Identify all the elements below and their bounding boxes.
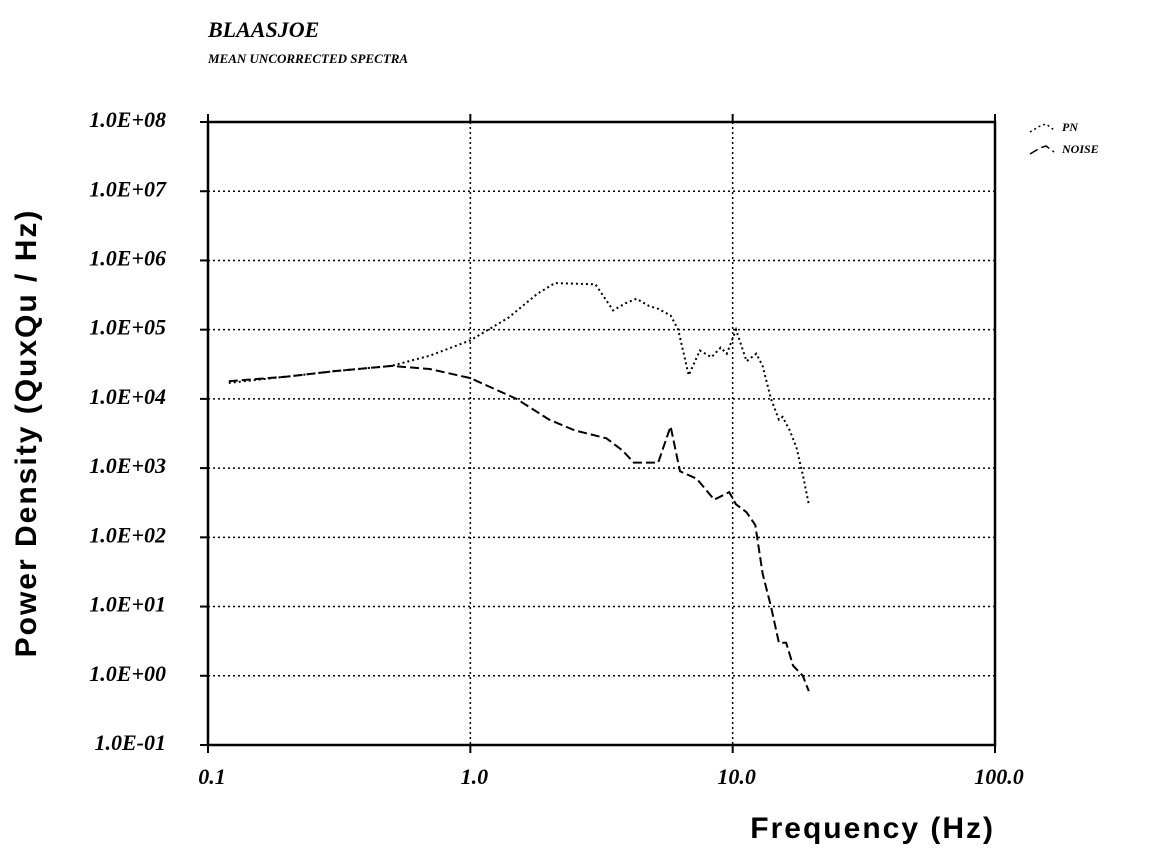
y-tick-label: 1.0E-01 (95, 730, 167, 755)
y-tick-label: 1.0E+02 (89, 522, 166, 547)
data-line (228, 282, 810, 505)
chart-subtitle: MEAN UNCORRECTED SPECTRA (207, 51, 408, 66)
plot-frame (206, 120, 997, 747)
y-tick-label: 1.0E+04 (89, 384, 166, 409)
y-tick-label: 1.0E+07 (89, 176, 167, 201)
y-tick-label: 1.0E+01 (89, 592, 166, 617)
y-tick-label: 1.0E+03 (89, 453, 166, 478)
legend-swatch (1029, 145, 1055, 155)
legend-swatch (1029, 123, 1055, 133)
x-tick-label: 0.1 (198, 764, 226, 789)
x-axis-label: Frequency (Hz) (750, 812, 995, 845)
y-tick-label: 1.0E+08 (89, 107, 166, 132)
y-tick-label: 1.0E+06 (89, 245, 166, 270)
x-tick-label: 10.0 (717, 764, 756, 789)
y-tick-label: 1.0E+00 (89, 661, 166, 686)
legend-label: NOISE (1061, 142, 1099, 156)
chart-title: BLAASJOE (207, 17, 319, 42)
data-line (228, 364, 810, 692)
x-tick-label: 100.0 (974, 764, 1024, 789)
x-tick-label: 1.0 (461, 764, 489, 789)
y-tick-label: 1.0E+05 (89, 315, 166, 340)
y-axis-label: Power Density (QuxQu / Hz) (10, 209, 43, 658)
legend-label: PN (1062, 120, 1079, 134)
